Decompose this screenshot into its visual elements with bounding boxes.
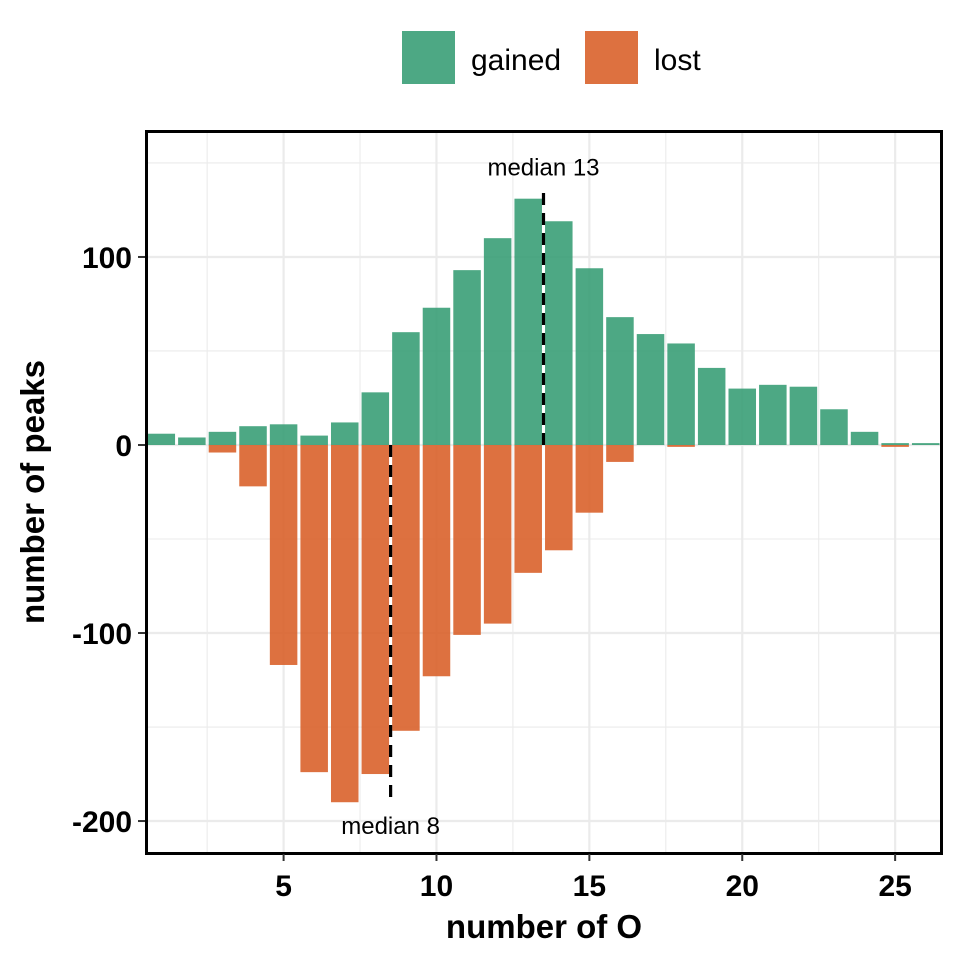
bar-gained-17 [636,334,665,445]
legend-swatch-lost [585,31,638,84]
y-tick-label: -100 [72,618,132,651]
x-tick-label: 20 [726,870,759,903]
bar-gained-15 [575,268,604,445]
y-tick-label: 0 [115,430,132,463]
bar-lost-7 [330,444,359,803]
bar-gained-22 [789,386,818,445]
bar-gained-4 [239,426,267,445]
legend-swatch-gained [402,31,455,84]
bar-lost-25 [881,444,909,447]
x-tick-label: 25 [878,870,911,903]
bar-lost-5 [269,444,298,665]
bar-lost-4 [239,444,267,487]
bar-gained-11 [453,270,481,445]
legend-label-lost: lost [654,44,701,77]
y-tick-label: -200 [72,806,132,839]
x-tick-label: 15 [573,870,606,903]
median-label-gained: median 13 [487,155,599,182]
bar-lost-8 [361,444,390,775]
bar-lost-15 [575,444,604,513]
plot-panel-border [145,130,943,855]
bar-gained-1 [147,433,176,445]
bar-gained-19 [697,367,726,445]
bar-gained-8 [361,392,390,445]
bar-gained-2 [178,437,206,445]
y-axis: -200 -100 0 100 [72,242,145,839]
bar-lost-14 [545,444,573,551]
bar-gained-23 [820,409,848,445]
legend-label-gained: gained [471,44,561,77]
bar-gained-9 [392,332,420,445]
annotations: median 13 median 8 [341,155,599,841]
bar-gained-12 [483,238,512,445]
y-axis-title: number of peaks [14,360,51,624]
bar-lost-13 [514,444,542,573]
bar-gained-21 [759,384,787,445]
x-tick-label: 10 [420,870,453,903]
bar-gained-7 [330,422,359,445]
legend: gained lost [402,31,701,84]
bar-gained-26 [911,443,940,445]
x-tick-label: 5 [275,870,292,903]
median-label-lost: median 8 [341,813,440,840]
bar-gained-10 [422,307,451,445]
bar-lost-6 [300,444,328,773]
y-tick-label: 100 [82,242,132,275]
bar-lost-16 [606,444,634,462]
bar-gained-6 [300,435,328,445]
bar-gained-16 [606,317,634,445]
bar-gained-20 [728,388,757,445]
bar-gained-14 [545,221,573,445]
bar-gained-18 [667,343,695,445]
bar-lost-3 [208,444,237,453]
bar-lost-18 [667,444,695,447]
bar-lost-9 [392,444,420,731]
bar-gained-13 [514,198,542,445]
bar-gained-24 [850,431,879,445]
bar-lost-10 [422,444,451,677]
bar-lost-12 [483,444,512,624]
bar-lost-11 [453,444,481,635]
x-axis: 5 10 15 20 25 [275,854,912,903]
bar-gained-5 [269,424,298,445]
bar-gained-3 [208,431,237,445]
x-axis-title: number of O [446,908,642,945]
bar-gained-25 [881,443,909,445]
bars [147,198,940,803]
